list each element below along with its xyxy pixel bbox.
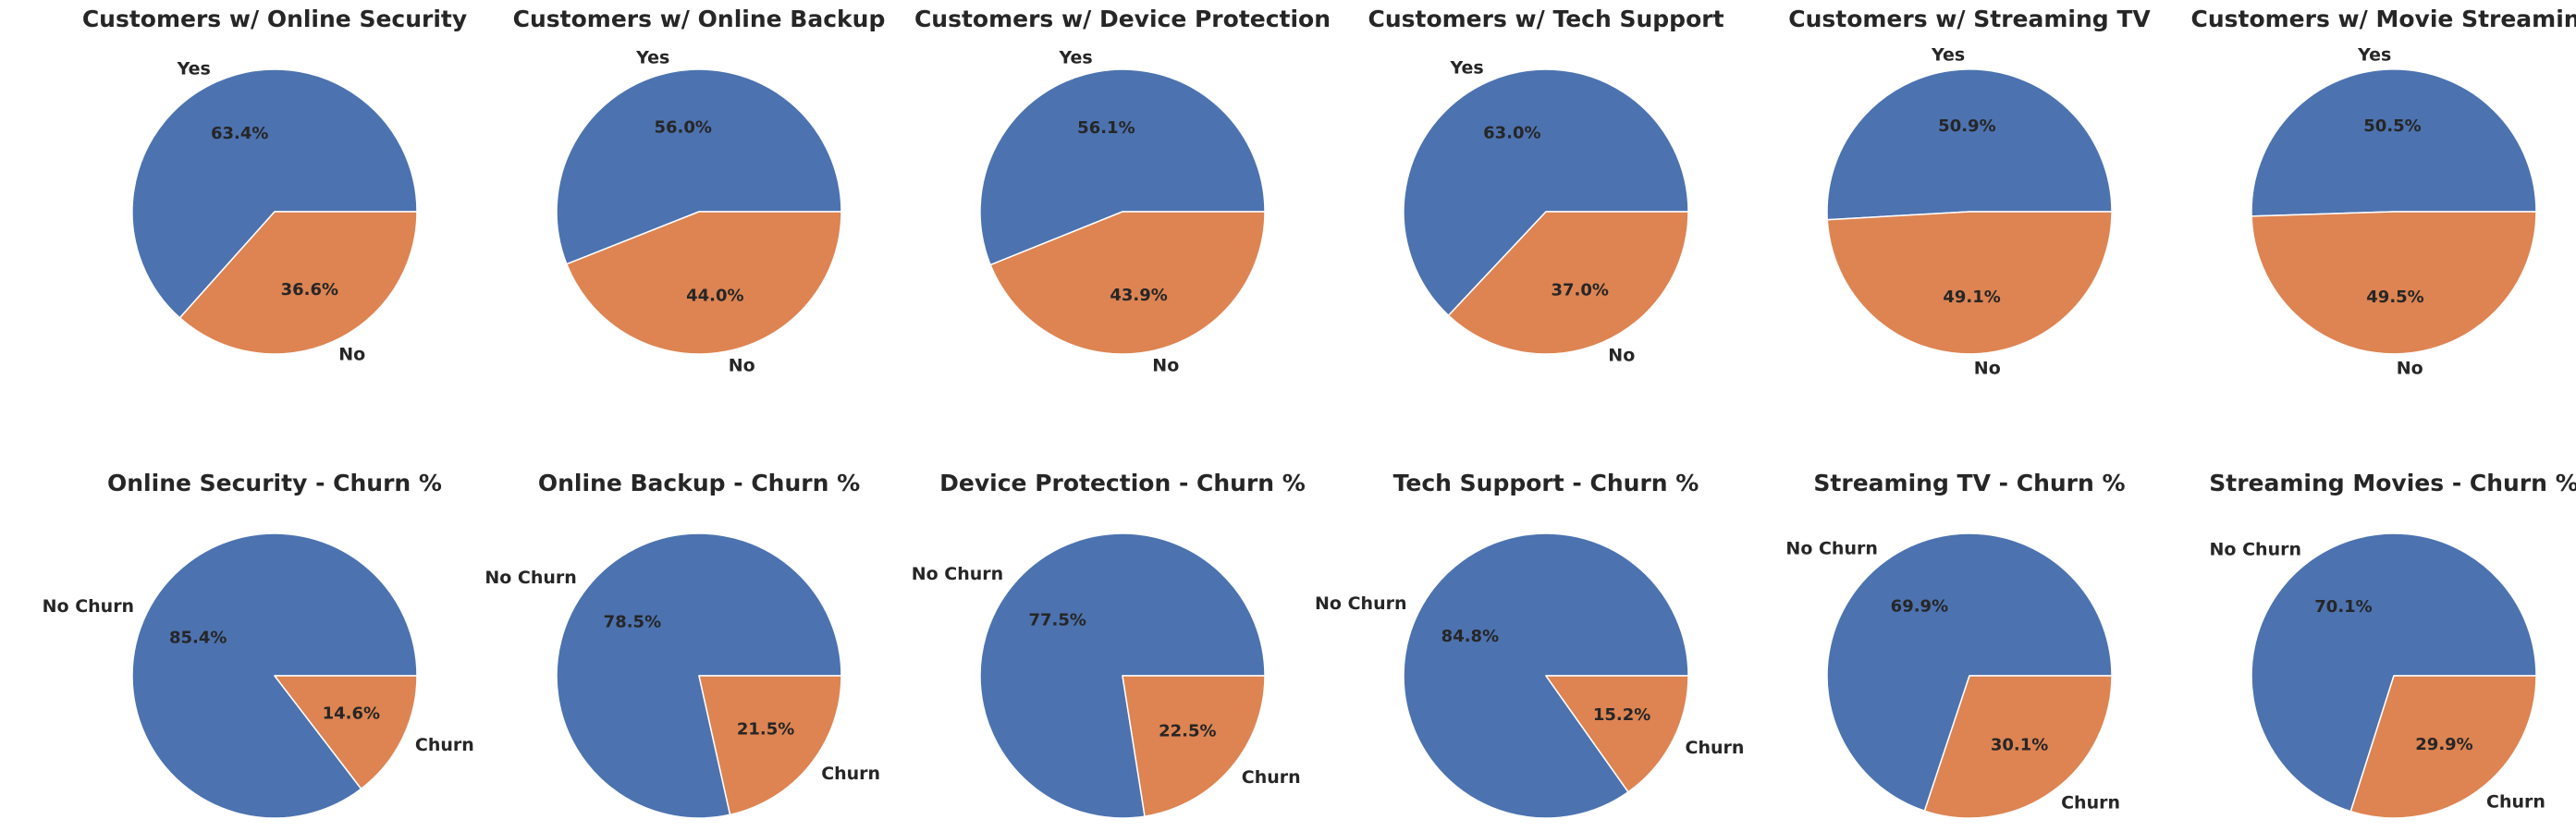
slice-percent-label: 84.8% [1441,627,1499,646]
pie-slice-no [2251,211,2537,355]
pie-slice-no [1826,211,2113,355]
pie-chart-11: Streaming TV - Churn % 69.9% No Churn 30.1%… [1785,470,2126,819]
slice-percent-label: 21.5% [737,719,794,739]
slice-percent-label: 69.9% [1891,597,1948,617]
slice-category-label: Yes [2357,45,2391,66]
slice-category-label: Yes [635,48,669,68]
chart-title: Streaming TV - Churn % [1813,470,2125,496]
pie-slice-no-churn [2251,532,2537,813]
chart-title: Customers w/ Tech Support [1368,6,1723,32]
pie-chart-12: Streaming Movies - Churn % 70.1% No Churn 2… [2209,470,2576,819]
slice-category-label: No [2397,358,2423,378]
pie-chart-2: Customers w/ Online Backup 56.0% Yes 44.0% N… [513,6,886,375]
chart-title: Tech Support - Churn % [1393,470,1699,496]
chart-title: Customers w/ Streaming TV [1788,6,2151,32]
pie-slice-churn [2349,675,2537,819]
slice-category-label: Yes [1449,58,1483,79]
slice-percent-label: 36.6% [281,280,338,300]
slice-percent-label: 85.4% [169,629,227,648]
slice-category-label: No [338,345,365,365]
slice-category-label: Churn [1242,767,1301,788]
pie-chart-10: Tech Support - Churn % 84.8% No Churn 15.2%… [1315,470,1745,819]
slice-percent-label: 49.1% [1943,288,2000,307]
slice-category-label: No Churn [485,568,576,588]
pie-chart-6: Customers w/ Movie Streaming 50.5% Yes 49.5… [2190,6,2576,378]
slice-percent-label: 29.9% [2415,735,2472,754]
slice-category-label: No Churn [43,596,134,617]
slice-category-label: Churn [2486,792,2545,813]
slice-category-label: No [729,355,755,375]
pie-chart-8: Online Backup - Churn % 78.5% No Churn 21.5… [485,470,880,819]
chart-title: Device Protection - Churn % [939,470,1306,496]
slice-percent-label: 43.9% [1110,286,1167,305]
pie-slice-yes [1826,68,2113,221]
slice-percent-label: 50.9% [1938,116,1995,136]
slice-percent-label: 49.5% [2366,288,2423,307]
pie-slice-churn [1122,675,1266,817]
slice-category-label: No Churn [2210,539,2301,559]
slice-category-label: No Churn [912,564,1003,584]
pie-slice-no [1447,211,1689,355]
slice-category-label: No [1152,355,1179,375]
pie-chart-7: Online Security - Churn % 85.4% No Churn 14… [43,470,474,819]
pie-slice-no-churn [1826,532,2113,812]
chart-title: Streaming Movies - Churn % [2209,470,2576,496]
slice-category-label: Churn [1686,738,1745,758]
pie-slice-no-churn [979,532,1266,819]
slice-percent-label: 56.1% [1077,118,1135,138]
slice-percent-label: 78.5% [604,613,661,632]
pie-chart-5: Customers w/ Streaming TV 50.9% Yes 49.1% No [1788,6,2151,378]
slice-category-label: No [1608,346,1635,366]
slice-percent-label: 15.2% [1593,705,1650,725]
chart-title: Customers w/ Online Security [82,6,467,32]
slice-category-label: Churn [2061,792,2120,813]
slice-category-label: Yes [1931,45,1965,66]
chart-title: Customers w/ Device Protection [914,6,1331,32]
slice-percent-label: 14.6% [323,704,380,723]
slice-percent-label: 50.5% [2363,116,2421,136]
pie-slice-no [989,211,1266,355]
pie-slice-churn [698,675,842,816]
slice-category-label: Yes [1058,48,1092,68]
slice-category-label: No [1974,358,2001,378]
slice-percent-label: 37.0% [1551,280,1608,300]
slice-percent-label: 22.5% [1159,722,1216,741]
pie-chart-4: Customers w/ Tech Support 63.0% Yes 37.0% No [1368,6,1723,366]
pie-slice-churn [1545,675,1689,793]
pie-chart-9: Device Protection - Churn % 77.5% No Churn… [912,470,1306,819]
pie-slice-yes [556,68,842,265]
slice-percent-label: 63.0% [1483,124,1540,143]
chart-title: Online Backup - Churn % [538,470,860,496]
slice-category-label: Yes [177,58,211,79]
pie-slice-churn [1923,675,2113,819]
slice-percent-label: 63.4% [211,124,268,143]
pie-chart-3: Customers w/ Device Protection 56.1% Yes 43… [914,6,1331,375]
chart-title: Customers w/ Online Backup [513,6,886,32]
chart-title: Customers w/ Movie Streaming [2190,6,2576,32]
pie-slice-churn [274,675,418,790]
pie-slice-no [178,211,418,355]
slice-category-label: Churn [415,735,474,755]
slice-category-label: No Churn [1785,539,1877,559]
slice-percent-label: 30.1% [1991,735,2048,754]
pie-slice-yes [1403,68,1689,317]
slice-category-label: No Churn [1315,593,1406,614]
slice-percent-label: 44.0% [686,286,743,305]
slice-percent-label: 56.0% [654,118,711,138]
pie-chart-1: Customers w/ Online Security 63.4% Yes 36.6… [82,6,467,365]
pie-slice-yes [2251,68,2537,217]
pie-slice-yes [131,68,418,319]
chart-title: Online Security - Churn % [107,470,442,496]
pie-slice-no [566,211,842,355]
slice-percent-label: 70.1% [2314,597,2372,617]
pie-slice-yes [979,68,1266,266]
slice-percent-label: 77.5% [1028,611,1086,630]
slice-category-label: Churn [821,764,880,784]
